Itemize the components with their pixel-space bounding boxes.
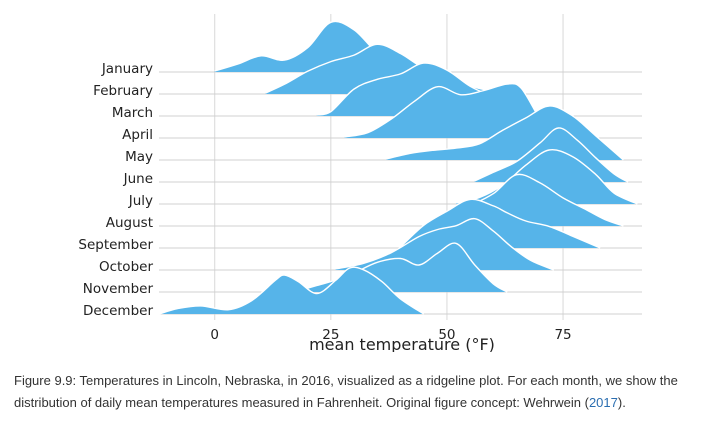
ridge-outline	[400, 198, 601, 249]
month-label: May	[125, 149, 153, 165]
x-tick-label: 75	[554, 327, 571, 343]
citation-link[interactable]: 2017	[588, 395, 618, 410]
ridge-outline	[265, 43, 517, 95]
month-label: July	[128, 193, 153, 209]
month-label: November	[83, 281, 154, 297]
month-label: August	[106, 215, 153, 231]
figure-caption: Figure 9.9: Temperatures in Lincoln, Neb…	[14, 370, 719, 414]
ridge-outline	[456, 149, 638, 205]
month-label: June	[123, 171, 153, 187]
ridge-outline	[335, 217, 555, 271]
x-tick-label: 50	[438, 327, 455, 343]
ridge-outline	[344, 82, 555, 139]
ridge-outline	[298, 242, 508, 293]
month-label: October	[99, 259, 153, 275]
month-label: January	[101, 61, 153, 77]
caption-text: Figure 9.9: Temperatures in Lincoln, Neb…	[14, 373, 678, 410]
ridge-outline	[474, 127, 629, 183]
month-label: December	[83, 303, 153, 319]
ridge-area	[159, 267, 424, 314]
x-axis-title: mean temperature (°F)	[309, 335, 495, 352]
month-label: February	[93, 83, 153, 99]
x-tick-label: 0	[210, 327, 219, 343]
month-label: March	[112, 105, 153, 121]
ridge-outline	[158, 266, 425, 315]
x-tick-labels: 0 25 50 75	[210, 327, 571, 343]
x-tick-label: 25	[322, 327, 339, 343]
ridge-outline	[386, 105, 624, 161]
ridges	[158, 20, 638, 315]
ridge-area	[344, 83, 554, 138]
month-label: April	[122, 127, 153, 143]
caption-end: ).	[617, 395, 626, 410]
month-labels: January February March April May June July Augu…	[78, 61, 153, 319]
ridgeline-chart: January February March April May June July Augu…	[78, 14, 642, 352]
ridge-area	[335, 218, 554, 270]
month-label: September	[78, 237, 153, 253]
